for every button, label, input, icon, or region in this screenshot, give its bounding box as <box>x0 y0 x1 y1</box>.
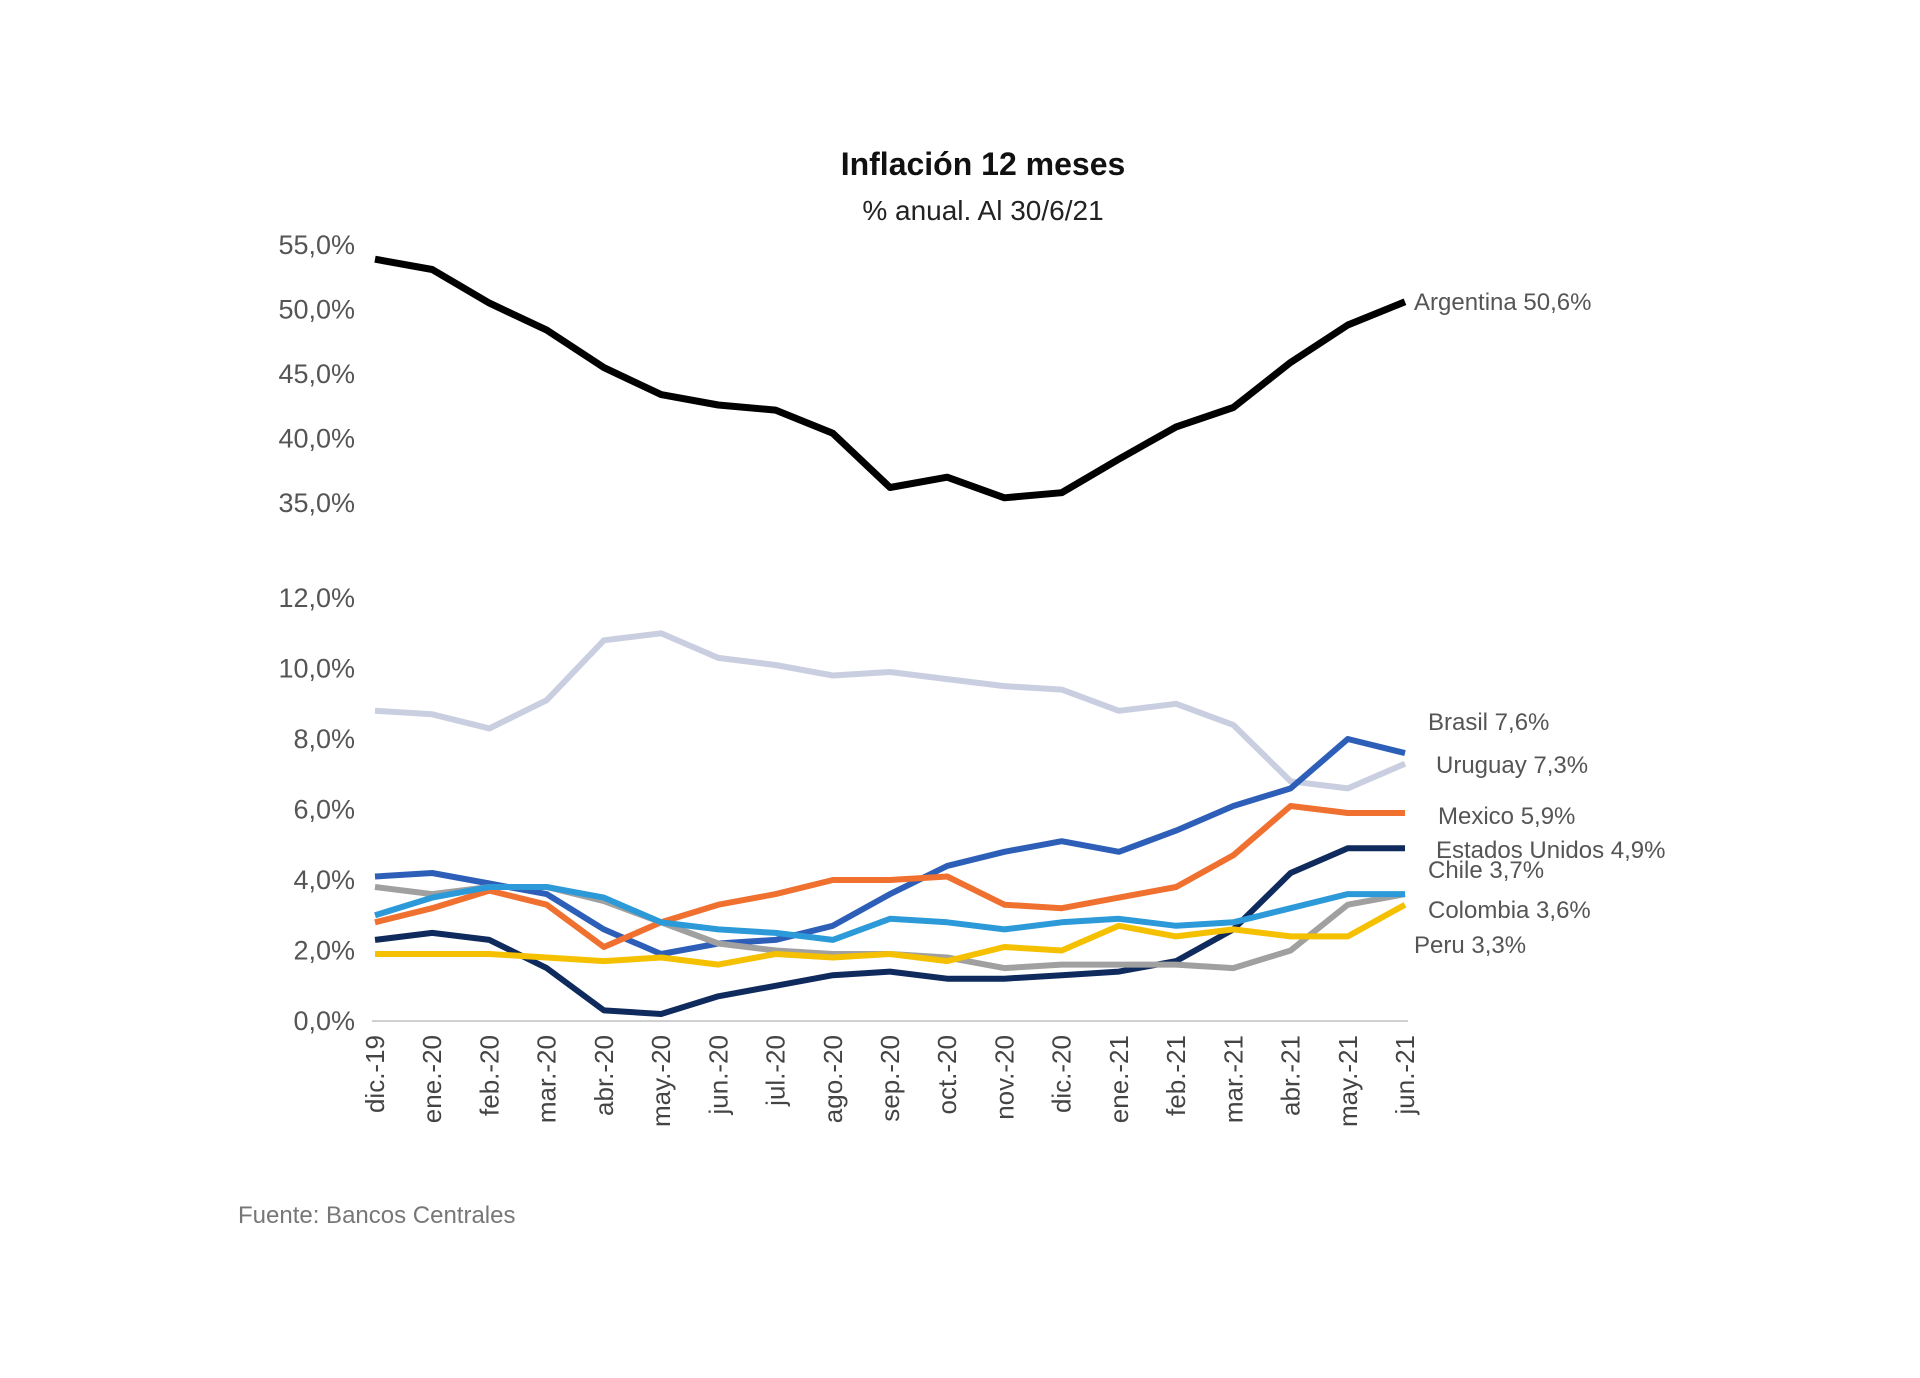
series-line-uruguay <box>374 630 1407 792</box>
chart-subtitle: % anual. Al 30/6/21 <box>862 195 1103 226</box>
x-tick-label: ene.-21 <box>1104 1035 1134 1123</box>
lower-y-tick-label: 4,0% <box>293 865 355 895</box>
upper-y-tick-label: 45,0% <box>278 359 355 389</box>
x-tick-label: jul.-20 <box>761 1035 791 1107</box>
lower-y-tick-label: 10,0% <box>278 654 355 684</box>
lower-y-tick-label: 6,0% <box>293 795 355 825</box>
series-label-peru: Peru 3,3% <box>1414 932 1526 959</box>
series-label-argentina: Argentina 50,6% <box>1414 289 1591 316</box>
lower-y-tick-label: 0,0% <box>293 1006 355 1036</box>
lower-y-tick-label: 12,0% <box>278 583 355 613</box>
x-tick-label: nov.-20 <box>989 1035 1019 1120</box>
x-tick-label: feb.-21 <box>1161 1035 1191 1116</box>
x-tick-label: ene.-20 <box>417 1035 447 1123</box>
lower-y-tick-label: 8,0% <box>293 724 355 754</box>
x-tick-label: sep.-20 <box>875 1035 905 1122</box>
x-tick-label: abr.-21 <box>1276 1035 1306 1116</box>
x-tick-label: jun.-20 <box>703 1035 733 1116</box>
series-line-colombia <box>374 884 1405 943</box>
x-tick-label: feb.-20 <box>474 1035 504 1116</box>
series-label-mexico: Mexico 5,9% <box>1438 803 1575 830</box>
upper-y-tick-label: 50,0% <box>278 295 355 325</box>
chart-title: Inflación 12 meses <box>841 146 1126 182</box>
series-label-chile: Chile 3,7% <box>1428 857 1544 884</box>
series-label-colombia: Colombia 3,6% <box>1428 897 1591 924</box>
x-tick-label: abr.-20 <box>589 1035 619 1116</box>
x-tick-label: dic.-19 <box>360 1035 390 1113</box>
x-tick-label: may.-20 <box>646 1035 676 1127</box>
x-tick-label: mar.-20 <box>532 1035 562 1123</box>
series-label-brasil: Brasil 7,6% <box>1428 709 1549 736</box>
series-line-brasil <box>374 736 1406 957</box>
x-tick-label: jun.-21 <box>1390 1035 1420 1116</box>
upper-y-tick-label: 55,0% <box>278 230 355 260</box>
upper-y-tick-label: 35,0% <box>278 488 355 518</box>
x-tick-label: ago.-20 <box>818 1035 848 1123</box>
x-tick-label: mar.-21 <box>1218 1035 1248 1123</box>
series-line-argentina <box>374 255 1407 502</box>
x-tick-label: may.-21 <box>1333 1035 1363 1127</box>
series-label-uruguay: Uruguay 7,3% <box>1436 752 1588 779</box>
upper-y-tick-label: 40,0% <box>278 424 355 454</box>
x-tick-label: dic.-20 <box>1047 1035 1077 1113</box>
series-label-estados-unidos: Estados Unidos 4,9% <box>1436 837 1665 864</box>
source-note: Fuente: Bancos Centrales <box>238 1202 516 1229</box>
series-line-peru <box>375 902 1407 968</box>
x-tick-label: oct.-20 <box>932 1035 962 1115</box>
series-line-mexico <box>374 803 1405 950</box>
lower-y-tick-label: 2,0% <box>293 936 355 966</box>
